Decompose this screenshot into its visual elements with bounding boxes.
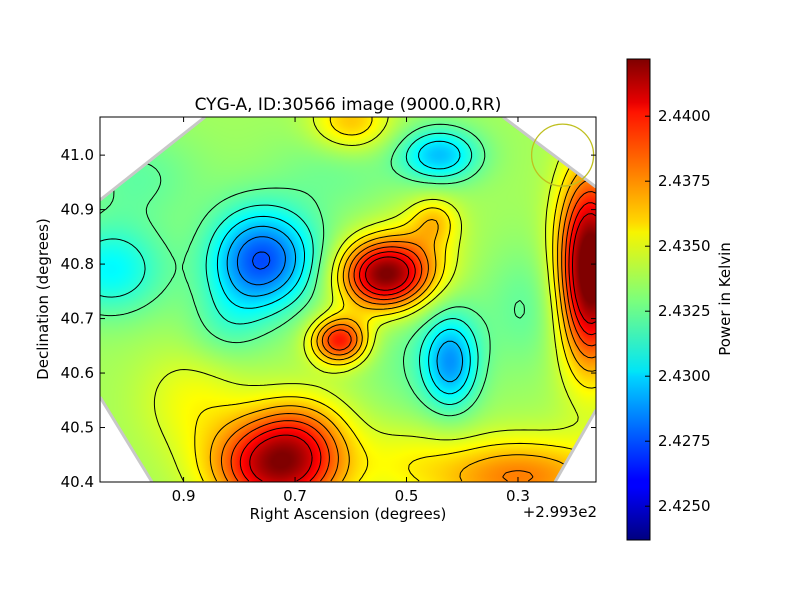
chart-title: CYG-A, ID:30566 image (9000.0,RR) (195, 95, 502, 115)
map-boundary (100, 117, 596, 482)
contour-level-12 (249, 213, 596, 482)
boundary-edge-0 (100, 117, 206, 202)
y-tick-label: 40.9 (61, 201, 94, 219)
colorbar-label: Power in Kelvin (716, 242, 734, 356)
colorbar-tick-label: 2.4275 (658, 432, 711, 450)
colorbar-tick-label: 2.4375 (658, 172, 711, 190)
y-tick-label: 40.8 (61, 255, 94, 273)
x-axis: 0.9 0.7 0.5 0.3 (172, 117, 530, 505)
colorbar-axis: 2.4250 2.4275 2.4300 2.4325 2.4350 2.4375 2.44… (645, 107, 711, 515)
colorbar-tick-label: 2.4325 (658, 302, 711, 320)
colorbar-tick-label: 2.4400 (658, 107, 711, 125)
heatmap-image (100, 117, 596, 482)
x-tick-label: 0.9 (172, 487, 196, 505)
boundary-edge-2 (553, 409, 596, 482)
y-tick-label: 40.5 (61, 419, 94, 437)
y-tick-label: 40.4 (61, 473, 94, 491)
x-tick-label: 0.7 (283, 487, 307, 505)
contour-lines (100, 117, 596, 482)
colorbar (626, 58, 651, 541)
colorbar-tick-label: 2.4350 (658, 237, 711, 255)
contour-level-10 (230, 191, 596, 482)
y-tick-label: 40.6 (61, 364, 94, 382)
contour-level-2 (226, 225, 464, 383)
y-tick-label: 40.7 (61, 310, 94, 328)
x-tick-label: 0.3 (506, 487, 530, 505)
contour-level-4 (100, 132, 479, 405)
y-axis: 40.4 40.5 40.6 40.7 40.8 40.9 41.0 (61, 146, 596, 491)
x-tick-label: 0.5 (395, 487, 419, 505)
colorbar-tick-label: 2.4300 (658, 367, 711, 385)
contour-level-11 (239, 202, 596, 482)
plot-frame (99, 116, 597, 483)
y-axis-label: Declination (degrees) (34, 218, 52, 380)
heatmap-area (100, 117, 596, 482)
boundary-edge-3 (100, 396, 154, 482)
contour-level-1 (236, 236, 286, 286)
y-tick-label: 41.0 (61, 146, 94, 164)
boundary-edge-1 (502, 117, 596, 189)
x-offset-label: +2.993e2 (523, 503, 597, 521)
colorbar-tick-label: 2.4250 (658, 497, 711, 515)
contour-level-0 (252, 251, 271, 270)
contour-level-3 (216, 140, 471, 395)
x-axis-label: Right Ascension (degrees) (250, 505, 447, 523)
